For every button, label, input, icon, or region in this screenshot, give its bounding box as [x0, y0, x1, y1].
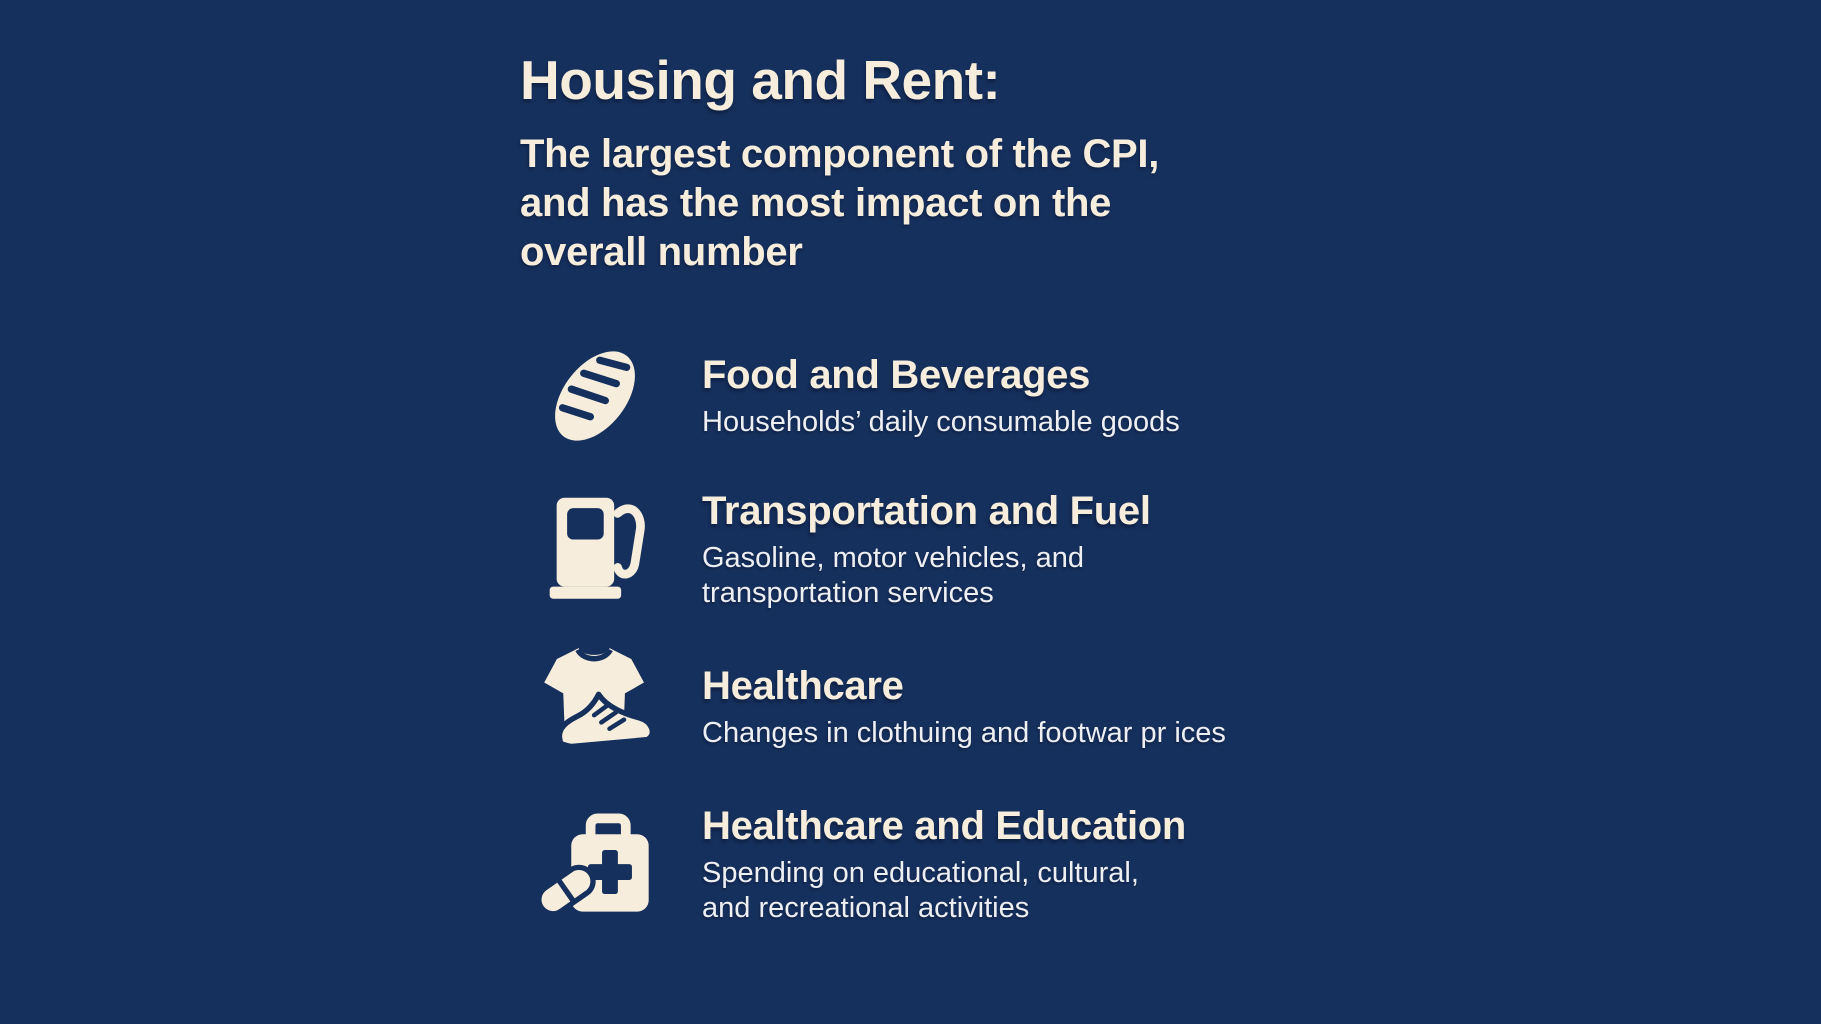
- list-item-text: Transportation and Fuel Gasoline, motor …: [702, 488, 1151, 611]
- subtitle-line: overall number: [520, 229, 803, 274]
- item-description: Changes in clothuing and footwar pr ices: [702, 716, 1226, 749]
- bread-icon: [520, 332, 670, 460]
- item-title: Healthcare and Education: [702, 804, 1187, 849]
- page-title: Housing and Rent:: [520, 49, 1001, 111]
- list-item-healthcare: Healthcare Changes in clothuing and foot…: [520, 639, 1420, 775]
- list-item-transportation-fuel: Transportation and Fuel Gasoline, motor …: [520, 485, 1420, 615]
- item-description: Spending on educational, cultural, and r…: [702, 857, 1139, 925]
- list-item-text: Healthcare and Education Spending on edu…: [702, 803, 1186, 926]
- item-title: Healthcare: [702, 663, 904, 708]
- item-title: Food and Beverages: [702, 352, 1091, 397]
- tshirt-shoe-icon: [520, 639, 670, 775]
- item-description: Gasoline, motor vehicles, and transporta…: [702, 542, 1085, 610]
- subtitle-line: The largest component of the CPI,: [520, 131, 1160, 176]
- category-list: Food and Beverages Households’ daily con…: [520, 331, 1420, 931]
- fuel-pump-icon: [520, 489, 670, 611]
- first-aid-kit-pill-icon: [520, 799, 670, 931]
- list-item-text: Healthcare Changes in clothuing and foot…: [702, 663, 1226, 751]
- item-title: Transportation and Fuel: [702, 489, 1151, 534]
- page-subtitle: The largest component of the CPI, and ha…: [520, 130, 1420, 277]
- list-item-text: Food and Beverages Households’ daily con…: [702, 352, 1180, 440]
- item-description: Households’ daily consumable goods: [702, 405, 1180, 438]
- subtitle-line: and has the most impact on the: [520, 180, 1112, 225]
- infographic: Housing and Rent: The largest component …: [520, 49, 1420, 931]
- list-item-healthcare-education: Healthcare and Education Spending on edu…: [520, 799, 1420, 931]
- list-item-food-beverages: Food and Beverages Households’ daily con…: [520, 331, 1420, 461]
